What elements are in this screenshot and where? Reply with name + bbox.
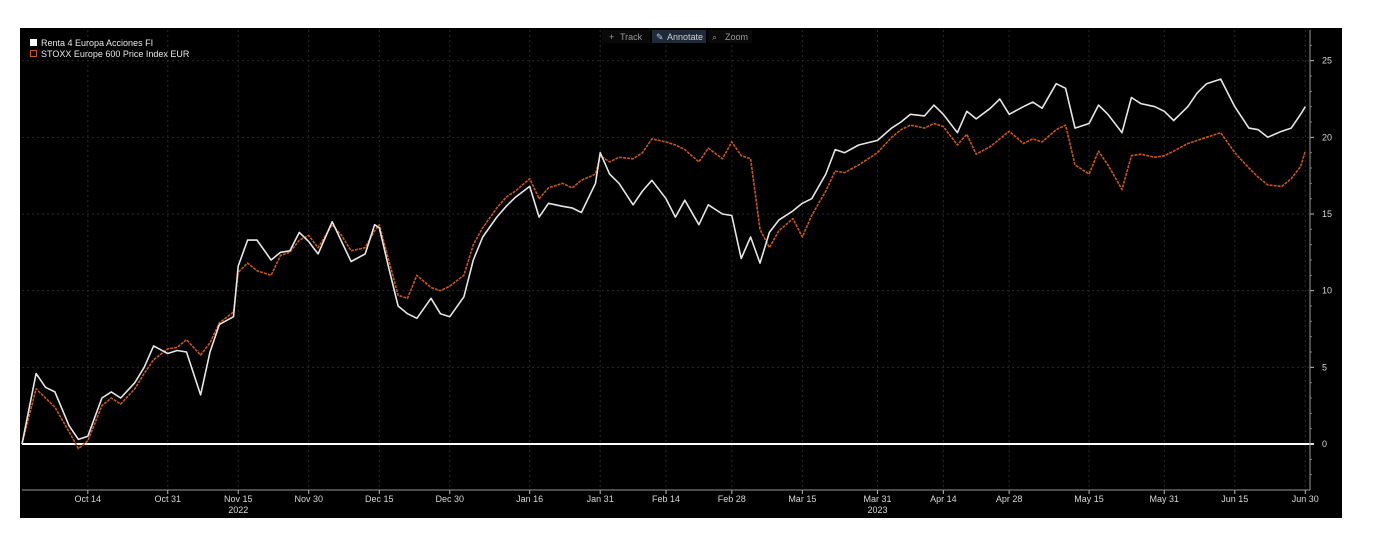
x-tick-label: Oct 31	[154, 494, 181, 504]
legend-label-index: STOXX Europe 600 Price Index EUR	[41, 49, 190, 59]
chart-background	[20, 28, 1342, 518]
x-tick-label: May 31	[1150, 494, 1180, 504]
track-button[interactable]: + Track	[602, 30, 650, 43]
zoom-label: Zoom	[725, 32, 748, 42]
legend-swatch-fund	[30, 39, 37, 46]
magnifier-icon: ⌕	[712, 32, 717, 42]
x-tick-label: Jun 30	[1292, 494, 1319, 504]
y-tick-label: 20	[1322, 132, 1332, 142]
annotate-button-bg	[652, 30, 706, 43]
x-year-label: 2022	[228, 505, 248, 515]
chart-panel: Oct 14 Oct 31 Nov 15 Nov 30 Dec 15 Dec 30 Jan …	[20, 28, 1342, 518]
zoom-button[interactable]: ⌕ Zoom	[708, 30, 752, 43]
annotate-label: Annotate	[667, 32, 703, 42]
y-tick-label: 15	[1322, 209, 1332, 219]
x-tick-label: Nov 15	[224, 494, 253, 504]
x-year-label: 2023	[868, 505, 888, 515]
x-tick-label: Feb 14	[652, 494, 680, 504]
legend-swatch-index	[30, 50, 37, 57]
series	[21, 78, 1307, 450]
x-tick-label: Jan 16	[516, 494, 543, 504]
x-tick-label: Mar 31	[864, 494, 892, 504]
legend: Renta 4 Europa Acciones FI STOXX Europe …	[30, 38, 190, 59]
x-tick-label: Dec 30	[436, 494, 465, 504]
track-button-bg	[602, 30, 650, 43]
crosshair-icon: +	[609, 32, 614, 42]
x-tick-label: Feb 28	[718, 494, 746, 504]
y-tick-label: 10	[1322, 286, 1332, 296]
zoom-button-bg	[708, 30, 752, 43]
x-tick-label: Oct 14	[75, 494, 102, 504]
pencil-icon: ✎	[656, 32, 664, 42]
y-tick-label: 25	[1322, 56, 1332, 66]
legend-label-fund: Renta 4 Europa Acciones FI	[41, 38, 153, 48]
x-tick-label: Jun 15	[1221, 494, 1248, 504]
series-line-fund	[21, 78, 1306, 445]
x-tick-label: Dec 15	[365, 494, 394, 504]
chart-toolbar: + Track ✎ Annotate ⌕ Zoom	[602, 30, 752, 43]
y-tick-label: 5	[1322, 362, 1327, 372]
y-tick-label: 0	[1322, 439, 1327, 449]
x-tick-label: May 15	[1074, 494, 1104, 504]
x-tick-label: Jan 31	[587, 494, 614, 504]
annotate-button[interactable]: ✎ Annotate	[652, 30, 706, 43]
line-chart: Oct 14 Oct 31 Nov 15 Nov 30 Dec 15 Dec 30 Jan …	[20, 28, 1342, 518]
x-tick-label: Apr 14	[930, 494, 957, 504]
track-label: Track	[620, 32, 643, 42]
x-tick-label: Nov 30	[294, 494, 323, 504]
axes: Oct 14 Oct 31 Nov 15 Nov 30 Dec 15 Dec 30 Jan …	[22, 30, 1332, 515]
x-tick-label: Mar 15	[788, 494, 816, 504]
x-tick-label: Apr 28	[996, 494, 1023, 504]
